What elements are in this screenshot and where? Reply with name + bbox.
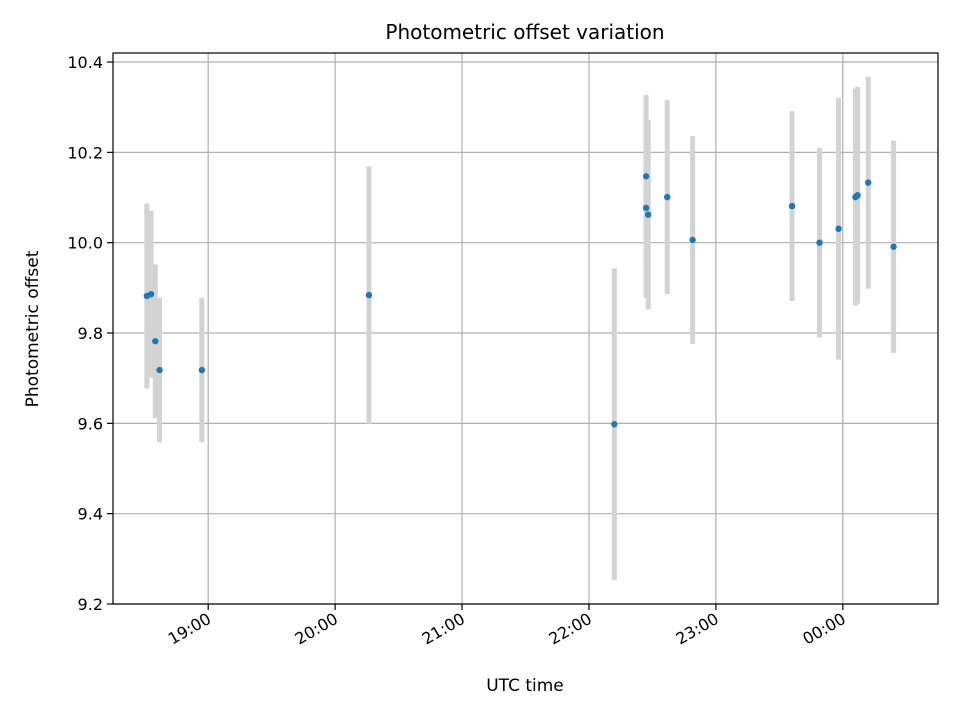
plot-frame <box>112 52 939 605</box>
data-point <box>788 202 796 210</box>
data-point <box>156 366 163 374</box>
y-axis-label: Photometric offset <box>23 250 43 407</box>
data-point <box>835 225 842 232</box>
y-tick-label: 10.2 <box>67 143 103 162</box>
data-point <box>147 290 155 298</box>
y-tick-label: 10.0 <box>67 234 103 253</box>
data-point <box>644 211 652 218</box>
grid-lines <box>113 53 938 605</box>
y-tick-label: 10.4 <box>67 53 103 72</box>
data-point <box>642 204 650 212</box>
chart-title: Photometric offset variation <box>385 20 664 44</box>
data-point <box>611 421 618 428</box>
data-point <box>664 193 671 201</box>
y-tick-label: 9.8 <box>78 324 103 343</box>
data-point <box>642 173 650 180</box>
data-point <box>689 236 696 244</box>
data-point <box>854 192 861 199</box>
y-axis-ticks: 9.2 9.4 9.6 9.8 10.0 10.2 10.4 <box>67 53 113 614</box>
data-point <box>864 179 872 186</box>
data-points <box>143 173 897 428</box>
data-point <box>198 366 206 374</box>
data-point <box>816 239 823 246</box>
y-tick-label: 9.2 <box>78 595 103 614</box>
data-point <box>152 337 159 345</box>
y-tick-label: 9.4 <box>78 505 103 524</box>
y-tick-label: 9.6 <box>78 414 103 433</box>
data-point <box>365 291 373 299</box>
x-axis-label: UTC time <box>486 676 564 696</box>
data-point <box>890 243 897 250</box>
